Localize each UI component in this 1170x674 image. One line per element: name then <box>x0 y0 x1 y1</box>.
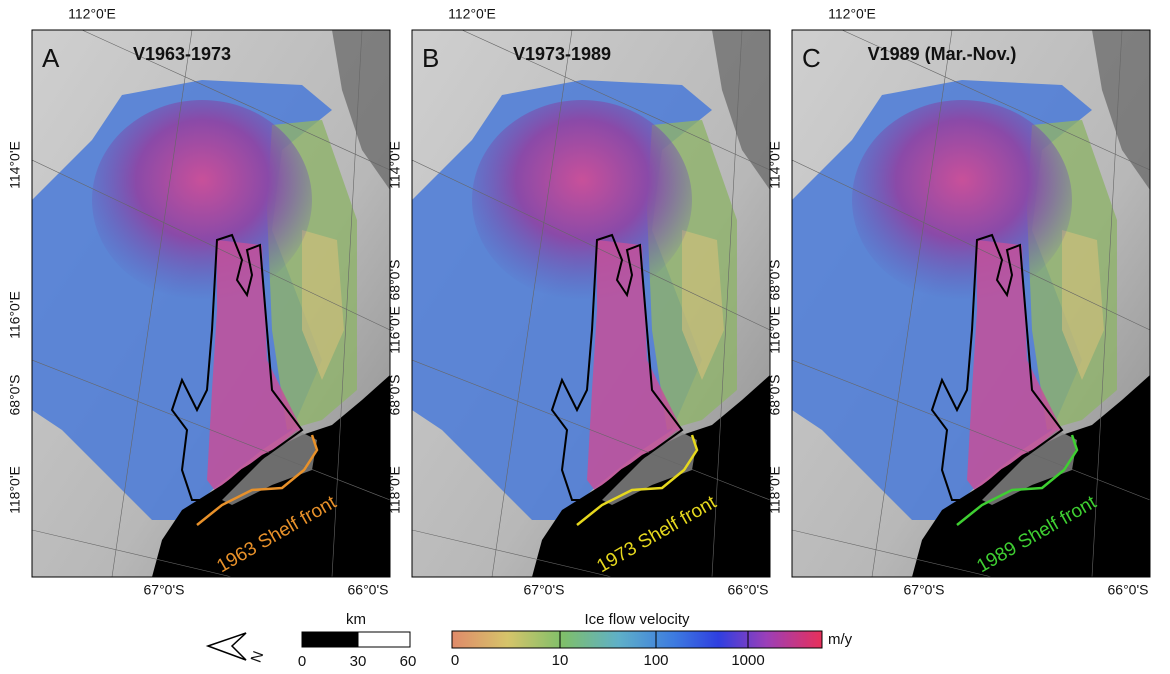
panel-letter: A <box>42 43 60 73</box>
left-label: 116°0'E <box>767 306 783 354</box>
panel-title: V1973-1989 <box>513 44 611 64</box>
bottom-label: 67°0'S <box>524 582 565 598</box>
panel-letter: B <box>422 43 439 73</box>
velocity-core <box>472 100 692 300</box>
left-label: 116°0'E <box>387 306 403 354</box>
map-content <box>32 30 390 577</box>
scale-black <box>302 632 358 647</box>
map-content <box>412 30 770 577</box>
top-label: 112°0'E <box>448 6 496 22</box>
left-label: 68°0'S <box>7 375 23 416</box>
legend-tick-label: 100 <box>643 652 668 669</box>
legend-unit: m/y <box>828 631 853 648</box>
legend-tick-label: 0 <box>451 652 459 669</box>
legend-tick-label: 10 <box>552 652 569 669</box>
left-label: 116°0'E <box>7 291 23 339</box>
bottom-label: 66°0'S <box>728 582 769 598</box>
left-label: 114°0'E <box>7 141 23 189</box>
left-label: 118°0'E <box>7 466 23 514</box>
north-arrow: N <box>208 633 267 665</box>
north-arrow-icon <box>208 633 246 660</box>
bottom-label: 66°0'S <box>1108 582 1149 598</box>
scale-tick: 60 <box>400 653 417 670</box>
color-bar <box>452 631 822 648</box>
panel-letter: C <box>802 43 821 73</box>
north-label: N <box>248 649 268 665</box>
scale-unit: km <box>346 611 366 628</box>
scale-white <box>358 632 410 647</box>
panel-title: V1989 (Mar.-Nov.) <box>868 44 1017 64</box>
panel-title: V1963-1973 <box>133 44 231 64</box>
left-label: 68°0'S <box>767 260 783 301</box>
legend: Ice flow velocity 0 10 100 1000 m/y <box>451 611 853 669</box>
bottom-label: 67°0'S <box>144 582 185 598</box>
top-label: 112°0'E <box>828 6 876 22</box>
scale-tick: 30 <box>350 653 367 670</box>
left-label: 68°0'S <box>387 375 403 416</box>
bottom-label: 66°0'S <box>348 582 389 598</box>
left-label: 114°0'E <box>387 141 403 189</box>
velocity-core <box>92 100 312 300</box>
left-label: 114°0'E <box>767 141 783 189</box>
top-label: 112°0'E <box>68 6 116 22</box>
figure: AV1963-19731963 Shelf front112°0'E114°0'… <box>0 0 1170 674</box>
left-label: 68°0'S <box>767 375 783 416</box>
left-label: 118°0'E <box>387 466 403 514</box>
legend-title: Ice flow velocity <box>584 611 690 628</box>
bottom-label: 67°0'S <box>904 582 945 598</box>
velocity-core <box>852 100 1072 300</box>
legend-tick-label: 1000 <box>731 652 764 669</box>
scale-bar: km 0 30 60 <box>298 611 417 670</box>
map-content <box>792 30 1150 577</box>
left-label: 118°0'E <box>767 466 783 514</box>
scale-tick: 0 <box>298 653 306 670</box>
left-label: 68°0'S <box>387 260 403 301</box>
